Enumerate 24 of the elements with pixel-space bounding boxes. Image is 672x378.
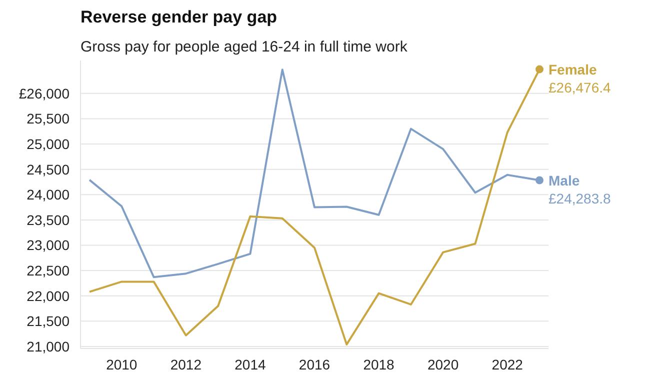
y-tick-label: 22,500 [26, 262, 70, 279]
chart-title: Reverse gender pay gap [80, 8, 278, 26]
y-tick-label: 25,500 [26, 110, 70, 127]
y-tick-label: 23,000 [26, 237, 70, 254]
x-tick-label: 2016 [298, 356, 330, 372]
y-tick-label: 22,000 [26, 288, 70, 304]
x-tick-label: 2012 [170, 356, 202, 372]
x-tick-label: 2018 [363, 356, 395, 372]
x-tick-label: 2014 [234, 356, 266, 372]
data-label: £24,283.8 [548, 190, 611, 206]
y-tick-label: 21,000 [26, 338, 70, 354]
y-tick-label: £26,000 [18, 85, 70, 102]
y-tick-label: 24,000 [26, 186, 70, 203]
data-label: £26,476.4 [548, 79, 611, 96]
series-label: Female [548, 61, 597, 78]
y-tick-label: 24,500 [26, 161, 70, 178]
x-tick-label: 2020 [428, 356, 459, 372]
y-tick-label: 21,500 [26, 313, 70, 330]
x-tick-label: 2022 [492, 356, 524, 372]
y-tick-label: 25,000 [26, 136, 70, 152]
chart-subtitle: Gross pay for people aged 16-24 in full time work [80, 38, 408, 56]
x-tick-label: 2010 [106, 356, 138, 372]
y-tick-label: 23,500 [26, 212, 70, 228]
series-label: Male [548, 172, 580, 188]
